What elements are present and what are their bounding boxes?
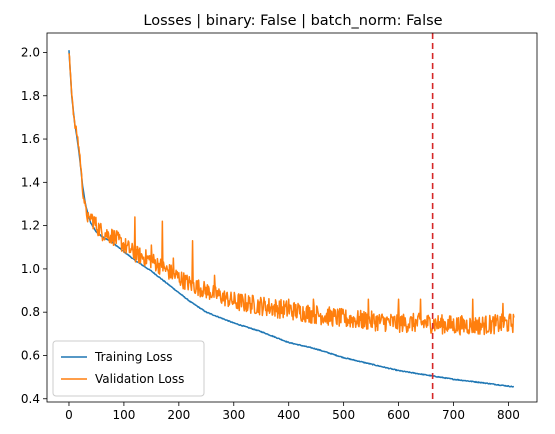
- legend: Training Loss Validation Loss: [52, 340, 205, 397]
- y-tick-label: 1.6: [21, 132, 40, 146]
- y-tick-label: 1.8: [21, 89, 40, 103]
- x-tick-label: 600: [387, 408, 410, 422]
- x-tick-label: 800: [497, 408, 520, 422]
- axis-ticks: 0 100 200 300 400 500 600 700 800 0.4 0.6 0.8 1.0 1.2…: [21, 45, 520, 422]
- series-line-training-loss: [68, 50, 515, 388]
- y-tick-label: 0.8: [21, 305, 40, 319]
- y-tick-label: 1.0: [21, 262, 40, 276]
- legend-box: [52, 340, 205, 397]
- x-tick-label: 200: [167, 408, 190, 422]
- plot-frame: [46, 32, 538, 403]
- y-tick-label: 2.0: [21, 45, 40, 59]
- y-tick-label: 1.2: [21, 219, 40, 233]
- legend-label: Validation Loss: [95, 372, 184, 386]
- x-tick-label: 100: [112, 408, 135, 422]
- y-tick-label: 1.4: [21, 175, 40, 189]
- chart-title: Losses | binary: False | batch_norm: Fal…: [143, 13, 442, 29]
- x-tick-label: 300: [222, 408, 245, 422]
- plot-area: [68, 33, 515, 402]
- x-tick-label: 700: [442, 408, 465, 422]
- x-tick-label: 500: [332, 408, 355, 422]
- y-tick-label: 0.6: [21, 348, 40, 362]
- y-tick-label: 0.4: [21, 392, 40, 406]
- x-tick-label: 0: [65, 408, 73, 422]
- x-tick-label: 400: [277, 408, 300, 422]
- legend-label: Training Loss: [94, 350, 172, 364]
- series-line-validation-loss: [68, 53, 515, 336]
